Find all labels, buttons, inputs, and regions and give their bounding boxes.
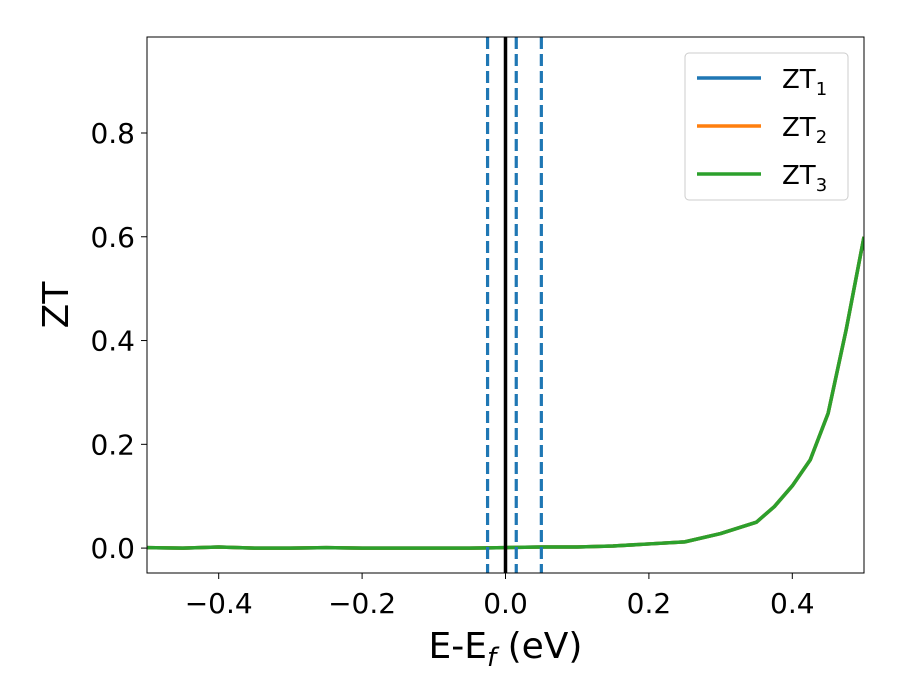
- y-tick-label: 0.6: [90, 221, 135, 254]
- axis-ticks: −0.4 −0.2 0.0 0.2 0.4 0.0 0.2 0.4 0.6 0.8: [90, 117, 814, 620]
- x-tick-label: 0.2: [627, 587, 672, 620]
- y-tick-label: 0.4: [90, 325, 135, 358]
- x-tick-label: 0.4: [770, 587, 815, 620]
- y-axis-title: ZT: [36, 281, 77, 329]
- x-tick-label: −0.4: [185, 587, 253, 620]
- x-tick-label: 0.0: [483, 587, 528, 620]
- x-axis-title-unit: (eV): [496, 626, 582, 667]
- legend: ZT1 ZT2 ZT3: [684, 52, 849, 201]
- y-tick-label: 0.8: [90, 117, 135, 150]
- x-axis-title-main: E-E: [429, 626, 487, 667]
- legend-label-zt1: ZT1: [782, 65, 827, 100]
- y-tick-label: 0.2: [90, 428, 135, 461]
- plot-clip-group: [147, 37, 864, 573]
- legend-label-zt3: ZT3: [782, 161, 827, 196]
- series-line-zt3: [147, 236, 864, 550]
- y-tick-label: 0.0: [90, 532, 135, 565]
- plot-area: [147, 37, 864, 573]
- legend-label-zt2: ZT2: [782, 113, 827, 148]
- x-tick-label: −0.2: [328, 587, 396, 620]
- x-axis-title: E-Ef (eV): [429, 626, 583, 673]
- legend-box: [684, 52, 849, 201]
